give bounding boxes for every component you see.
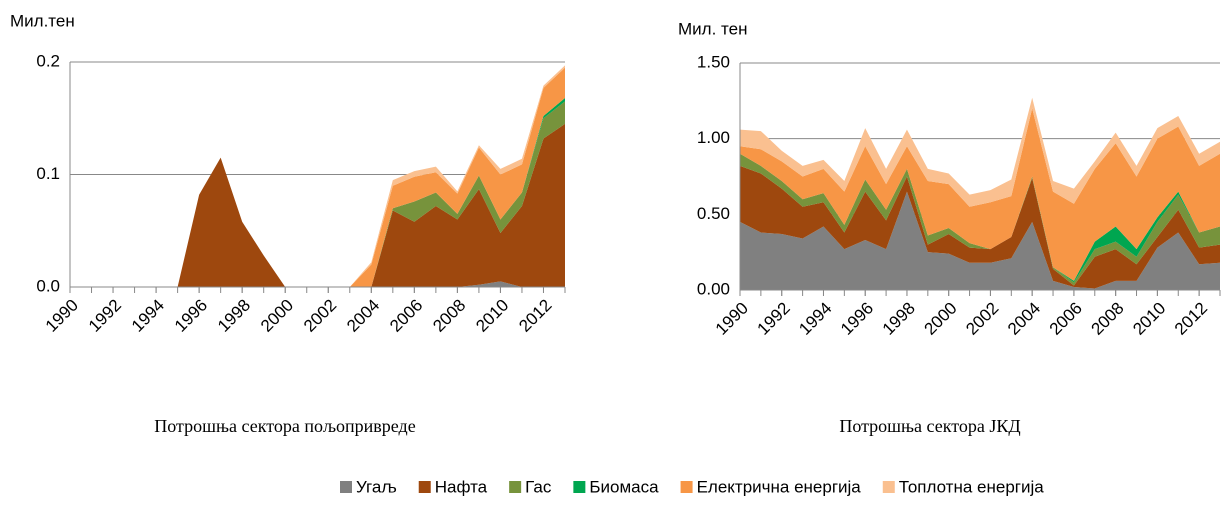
legend-label: Гас xyxy=(525,477,552,496)
x-tick-label: 1994 xyxy=(795,299,835,339)
x-tick-label: 2002 xyxy=(962,299,1002,339)
x-tick-label: 2004 xyxy=(343,296,383,336)
chart-title: Потрошња сектора ЈКД xyxy=(839,416,1020,436)
area xyxy=(740,97,1220,207)
legend-label: Електрична енергија xyxy=(697,477,862,496)
x-tick-label: 1998 xyxy=(879,299,919,339)
legend-swatch xyxy=(340,481,352,493)
x-tick-label: 1996 xyxy=(837,299,877,339)
legend-label: Биомаса xyxy=(589,477,659,496)
y-tick-label: 0.2 xyxy=(36,51,60,70)
x-tick-label: 2012 xyxy=(1171,299,1211,339)
x-tick-label: 1994 xyxy=(128,296,168,336)
y-axis-label: Мил.тен xyxy=(10,11,75,30)
area xyxy=(70,67,565,287)
x-tick-label: 1992 xyxy=(754,299,794,339)
area xyxy=(70,281,565,287)
x-tick-label: 2008 xyxy=(429,296,469,336)
x-tick-label: 2010 xyxy=(472,296,512,336)
y-tick-label: 1.50 xyxy=(697,52,730,71)
y-tick-label: 0.50 xyxy=(697,204,730,223)
x-tick-label: 2004 xyxy=(1004,299,1044,339)
legend-label: Угаљ xyxy=(356,477,397,496)
x-tick-label: 2008 xyxy=(1087,299,1127,339)
x-tick-label: 2006 xyxy=(386,296,426,336)
y-tick-label: 0.0 xyxy=(36,276,60,295)
x-tick-label: 2000 xyxy=(921,299,961,339)
legend-label: Топлотна енергија xyxy=(899,477,1044,496)
x-tick-label: 1992 xyxy=(85,296,125,336)
legend-swatch xyxy=(509,481,522,493)
y-axis-label: Мил. тен xyxy=(678,19,747,38)
legend-label: Нафта xyxy=(435,477,488,496)
y-tick-label: 0.1 xyxy=(36,164,60,183)
x-tick-label: 2002 xyxy=(300,296,340,336)
x-tick-label: 1990 xyxy=(42,296,82,336)
x-tick-label: 1996 xyxy=(171,296,211,336)
area xyxy=(740,153,1220,286)
y-tick-label: 0.00 xyxy=(697,279,730,298)
x-tick-label: 2006 xyxy=(1046,299,1086,339)
x-tick-label: 2012 xyxy=(515,296,555,336)
area xyxy=(740,191,1220,290)
x-tick-label: 2000 xyxy=(257,296,297,336)
chart-title: Потрошња сектора пољопривреде xyxy=(154,416,415,436)
area xyxy=(740,165,1220,289)
y-tick-label: 1.00 xyxy=(697,128,730,147)
x-tick-label: 2010 xyxy=(1129,299,1169,339)
x-tick-label: 1998 xyxy=(214,296,254,336)
legend-swatch xyxy=(882,481,895,493)
area xyxy=(740,108,1220,281)
x-tick-label: 1990 xyxy=(712,299,752,339)
area xyxy=(70,123,565,287)
legend-swatch xyxy=(680,481,693,493)
legend-swatch xyxy=(418,481,431,493)
legend-swatch xyxy=(573,481,586,493)
